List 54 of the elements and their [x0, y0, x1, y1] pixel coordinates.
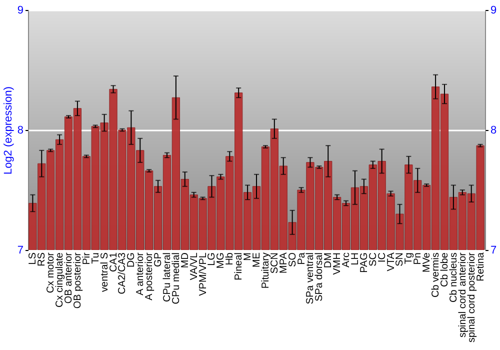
x-tick-label: MVe — [422, 252, 433, 273]
x-tick-label: Cb lobe — [439, 252, 450, 287]
x-tick-label: spinal cord posterior — [466, 252, 478, 343]
x-tick-label: Hb — [224, 252, 236, 266]
x-tick-label: ventral S — [99, 252, 110, 292]
x-tick-label: SPa dorsal — [314, 252, 326, 302]
x-tick-label: LS — [28, 252, 39, 265]
y2-tick-label: 8 — [490, 124, 497, 136]
x-tick-label: VMH — [332, 252, 344, 275]
y2-tick-label: 9 — [490, 4, 497, 16]
x-tick-label: ME — [252, 252, 262, 268]
y-axis-title: Log2 (expression) — [2, 86, 14, 175]
x-tick-label: OB posterior — [72, 252, 84, 309]
x-tick-label: CPu medial — [170, 252, 182, 304]
x-tick-label: Cx cingulate — [54, 252, 66, 308]
x-tick-label: Cb nucleus — [448, 252, 460, 303]
x-tick-label: PAG — [358, 252, 370, 273]
x-tick-label: Tu — [90, 252, 102, 264]
x-tick-label: DG — [126, 252, 138, 268]
x-tick-label: OB anterior — [64, 252, 75, 304]
x-tick-label: Pa — [296, 252, 308, 265]
y-tick-label: 7 — [17, 244, 24, 256]
x-tick-label: Retina — [475, 252, 486, 282]
x-tick-label: CPu lateral — [162, 252, 173, 302]
x-tick-label: A anterior — [135, 252, 146, 296]
x-tick-label: CA1 — [108, 252, 120, 272]
x-tick-label: Arc — [341, 252, 352, 268]
x-tick-label: SO — [287, 252, 298, 267]
x-tick-label: SCN — [269, 252, 280, 274]
x-tick-label: MPA — [278, 252, 290, 274]
x-tick-label: DM — [323, 252, 334, 268]
x-tick-label: Pir — [81, 252, 92, 265]
y2-tick-label: 7 — [490, 244, 497, 256]
x-tick-label: Tg — [404, 252, 415, 264]
x-tick-label: Pineal — [234, 252, 245, 280]
x-tick-label: Pituitary — [260, 252, 272, 289]
x-tick-label: IC — [376, 252, 388, 262]
y-tick-label: 8 — [17, 124, 24, 136]
x-tick-label: VA/VL — [188, 252, 200, 280]
y-tick-label: 9 — [17, 4, 24, 16]
x-tick-label: GP — [153, 252, 164, 267]
x-tick-label: VPM/VPL — [198, 252, 209, 296]
x-tick-label: RS — [36, 252, 48, 266]
x-tick-label: Pn — [412, 252, 424, 265]
x-tick-label: spinal cord anterior — [457, 252, 468, 338]
x-tick-label: VTA — [386, 252, 397, 272]
x-tick-label: CA2/CA3 — [117, 252, 128, 294]
x-tick-label: SC — [368, 252, 379, 266]
x-tick-label: LH — [350, 252, 361, 266]
x-tick-label: M — [242, 252, 254, 261]
x-tick-label: LG — [206, 252, 218, 266]
x-tick-label: SN — [394, 252, 406, 266]
x-tick-label: A posterior — [144, 252, 156, 300]
x-tick-label: MD — [180, 252, 191, 268]
